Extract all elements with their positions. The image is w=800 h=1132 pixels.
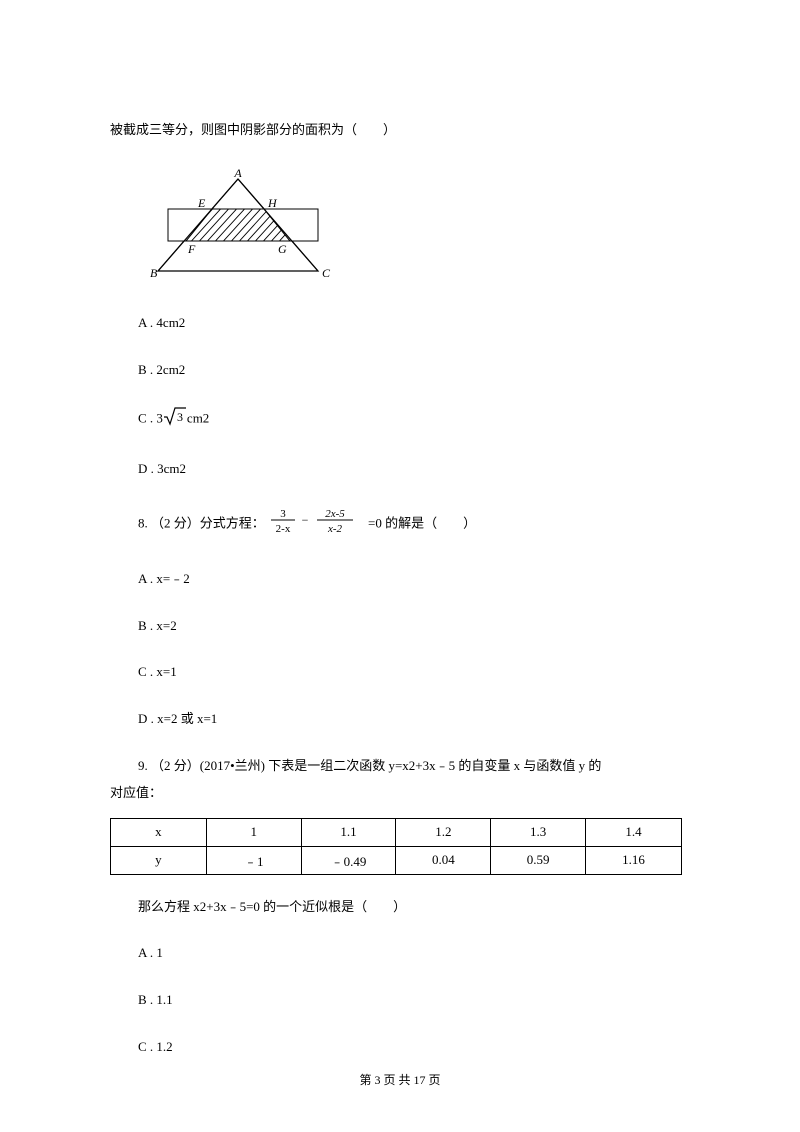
page-content: 被截成三等分，则图中阴影部分的面积为（ ） <box>0 0 800 1108</box>
label-G: G <box>278 242 287 256</box>
label-H: H <box>267 196 278 210</box>
label-C: C <box>322 266 331 280</box>
cell: 1.1 <box>301 818 396 846</box>
q9-option-c: C . 1.2 <box>110 1037 690 1058</box>
q9-table: x 1 1.1 1.2 1.3 1.4 y ﹣1 ﹣0.49 0.04 0.59… <box>110 818 682 875</box>
cell: 1.16 <box>586 846 682 874</box>
sqrt3-icon: 3 <box>163 406 187 433</box>
q9-follow: 那么方程 x2+3x﹣5=0 的一个近似根是（ ） <box>110 897 690 918</box>
q8-suffix: =0 的解是（ ） <box>365 515 476 530</box>
q7-c-prefix: C . 3 <box>138 411 163 426</box>
svg-text:2x-5: 2x-5 <box>325 508 345 520</box>
q9-stem-line1: 9. （2 分）(2017•兰州) 下表是一组二次函数 y=x2+3x﹣5 的自… <box>110 756 690 777</box>
svg-text:−: − <box>301 513 308 527</box>
q9-stem-line2: 对应值： <box>110 783 690 804</box>
q8-option-d: D . x=2 或 x=1 <box>110 709 690 730</box>
table-row: x 1 1.1 1.2 1.3 1.4 <box>111 818 682 846</box>
cell: ﹣0.49 <box>301 846 396 874</box>
q9-option-b: B . 1.1 <box>110 990 690 1011</box>
q8-option-c: C . x=1 <box>110 662 690 683</box>
label-B: B <box>150 266 158 280</box>
q8-stem: 8. （2 分）分式方程： 3 2-x − 2x-5 x-2 =0 的解是（ ） <box>110 506 690 543</box>
q8-option-a: A . x=﹣2 <box>110 569 690 590</box>
q9-option-a: A . 1 <box>110 943 690 964</box>
label-E: E <box>197 196 206 210</box>
q7-c-suffix: cm2 <box>187 411 209 426</box>
cell: 1.4 <box>586 818 682 846</box>
q7-option-b: B . 2cm2 <box>110 360 690 381</box>
label-A: A <box>233 167 242 180</box>
svg-text:3: 3 <box>177 410 183 424</box>
q7-stem-continued: 被截成三等分，则图中阴影部分的面积为（ ） <box>110 120 690 141</box>
svg-text:2-x: 2-x <box>275 523 290 535</box>
cell: 1 <box>206 818 301 846</box>
q7-option-c: C . 3 3 cm2 <box>110 406 690 433</box>
svg-text:3: 3 <box>280 508 286 520</box>
cell: 1.2 <box>396 818 491 846</box>
cell: x <box>111 818 207 846</box>
svg-text:x-2: x-2 <box>327 523 343 535</box>
cell: 1.3 <box>491 818 586 846</box>
table-row: y ﹣1 ﹣0.49 0.04 0.59 1.16 <box>111 846 682 874</box>
cell: 0.59 <box>491 846 586 874</box>
triangle-diagram: A B C E H F G <box>138 167 690 291</box>
fraction-expr: 3 2-x − 2x-5 x-2 <box>265 506 365 543</box>
page-footer: 第 3 页 共 17 页 <box>0 1071 800 1088</box>
cell: y <box>111 846 207 874</box>
q8-option-b: B . x=2 <box>110 616 690 637</box>
cell: ﹣1 <box>206 846 301 874</box>
q8-prefix: 8. （2 分）分式方程： <box>138 515 265 530</box>
q7-option-d: D . 3cm2 <box>110 459 690 480</box>
cell: 0.04 <box>396 846 491 874</box>
label-F: F <box>187 242 196 256</box>
q7-option-a: A . 4cm2 <box>110 313 690 334</box>
